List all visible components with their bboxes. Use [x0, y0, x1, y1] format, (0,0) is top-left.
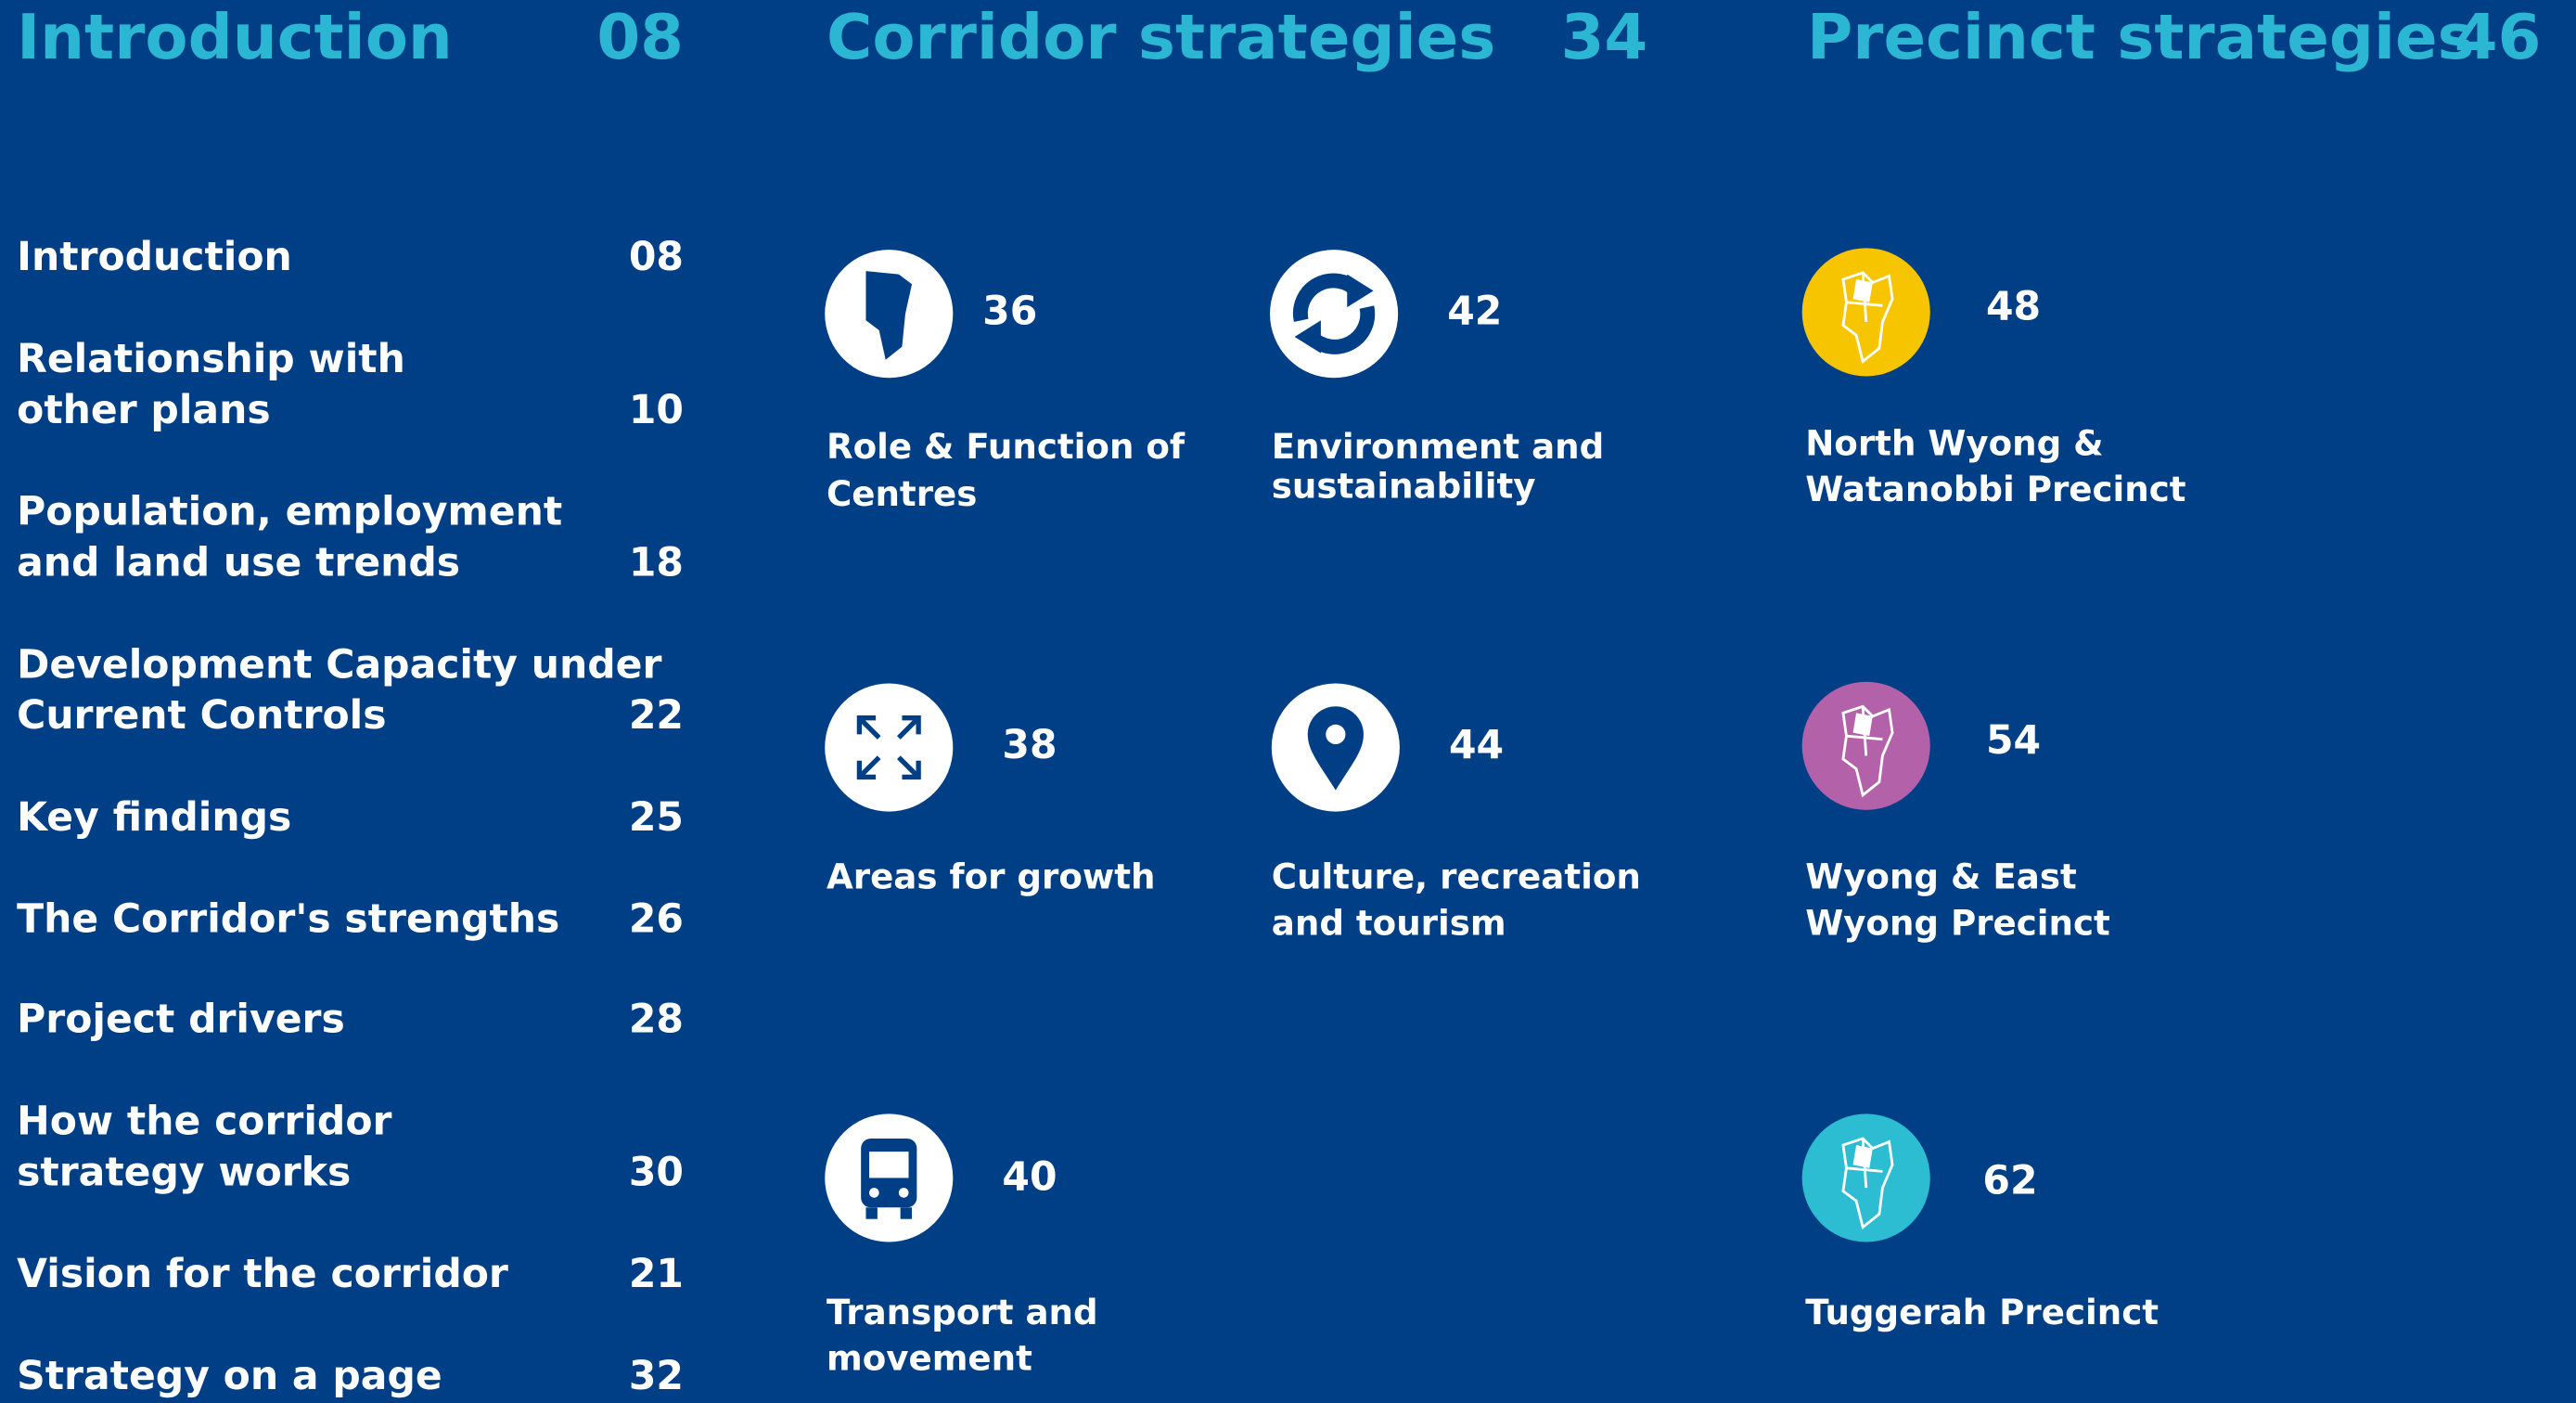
- icon: [825, 683, 954, 812]
- toc-item-label: strategy works: [17, 1150, 351, 1195]
- strategy-label: sustainability: [1272, 465, 1536, 506]
- section-title: Corridor strategies: [827, 1, 1495, 73]
- icon-shape: [898, 1188, 909, 1198]
- precinct-label: Tuggerah Precinct: [1805, 1292, 2159, 1332]
- strategy-label: Culture, recreation: [1272, 856, 1641, 897]
- toc-item-label: The Corridor's strengths: [17, 897, 559, 943]
- toc-item-page: 22: [629, 693, 684, 739]
- icon: [1801, 1113, 1930, 1242]
- strategy-label: Environment and: [1272, 426, 1604, 467]
- toc-item-label: Project drivers: [17, 998, 345, 1043]
- strategy-label: and tourism: [1272, 902, 1506, 943]
- icon: [1270, 250, 1399, 379]
- icon-shape: [856, 760, 877, 780]
- strategy-label: movement: [827, 1337, 1032, 1378]
- toc-item-page: 26: [629, 897, 684, 943]
- icon-shape: [1347, 274, 1374, 308]
- icon-shape: [1852, 713, 1873, 737]
- strategy-page: 38: [1002, 723, 1057, 768]
- precinct-label: Wyong & East: [1805, 856, 2077, 897]
- precinct-page: 62: [1982, 1158, 2037, 1203]
- strategy-label: Areas for growth: [827, 856, 1156, 897]
- icon-shape: [856, 715, 877, 735]
- precinct-label: Wyong Precinct: [1805, 902, 2110, 943]
- section-title: Precinct strategies: [1807, 1, 2475, 73]
- strategy-page: 44: [1449, 723, 1504, 768]
- icon-shape: [1852, 278, 1873, 302]
- icon-shape: [902, 760, 921, 780]
- icon-circle: [1270, 250, 1399, 379]
- icon-shape: [897, 755, 919, 778]
- strategy-page: 36: [982, 290, 1037, 335]
- section-title: Introduction: [17, 1, 453, 73]
- icon-shape: [1294, 320, 1321, 354]
- toc-item-page: 10: [629, 388, 684, 433]
- toc-item-label: Key findings: [17, 795, 291, 841]
- toc-item-page: 30: [629, 1150, 684, 1195]
- toc-item-page: 32: [629, 1354, 684, 1399]
- strategy-label: Transport and: [827, 1292, 1098, 1332]
- strategy-page: 42: [1447, 290, 1502, 335]
- icon-shape: [902, 715, 921, 735]
- toc-item-label: other plans: [17, 388, 270, 433]
- precinct-page: 48: [1986, 284, 2041, 329]
- toc-item-page: 18: [629, 541, 684, 586]
- precinct-label: North Wyong &: [1805, 422, 2103, 463]
- icon-shape: [1852, 1145, 1873, 1168]
- icon-shape: [1326, 724, 1346, 745]
- icon: [1801, 248, 1930, 377]
- icon: [1801, 681, 1930, 810]
- icon: [825, 1113, 954, 1242]
- toc-item-page: 25: [629, 795, 684, 841]
- strategy-label: Role & Function of: [827, 426, 1185, 467]
- icon-shape: [900, 1207, 913, 1219]
- toc-item-label: How the corridor: [17, 1100, 391, 1145]
- section-page: 34: [1561, 1, 1648, 73]
- strategy-page: 40: [1002, 1155, 1057, 1201]
- icon-shape: [1307, 706, 1364, 791]
- icon-shape: [869, 1188, 879, 1198]
- section-page: 46: [2454, 1, 2542, 73]
- icon-shape: [859, 717, 881, 740]
- icon-circle: [825, 683, 954, 812]
- icon-shape: [897, 717, 919, 740]
- toc-item-label: Introduction: [17, 235, 292, 280]
- toc-item-label: Current Controls: [17, 693, 386, 739]
- toc-item-label: Strategy on a page: [17, 1354, 442, 1399]
- toc-item-label: Population, employment: [17, 490, 562, 535]
- toc-item-page: 08: [629, 235, 684, 280]
- precinct-page: 54: [1986, 718, 2041, 764]
- toc-item-page: 21: [629, 1252, 684, 1297]
- icon-shape: [865, 1207, 878, 1219]
- icon-shape: [859, 755, 881, 778]
- toc-item-label: Vision for the corridor: [17, 1252, 508, 1297]
- strategy-label: Centres: [827, 473, 977, 514]
- toc-item-page: 28: [629, 998, 684, 1043]
- icon-shape: [865, 271, 913, 360]
- toc-item-label: and land use trends: [17, 541, 460, 586]
- precinct-label: Watanobbi Precinct: [1805, 469, 2185, 509]
- icon: [825, 250, 954, 379]
- icon: [1271, 683, 1400, 812]
- section-page: 08: [596, 1, 684, 73]
- icon-shape: [869, 1152, 909, 1178]
- toc-item-label: Development Capacity under: [17, 642, 661, 688]
- toc-item-label: Relationship with: [17, 337, 405, 382]
